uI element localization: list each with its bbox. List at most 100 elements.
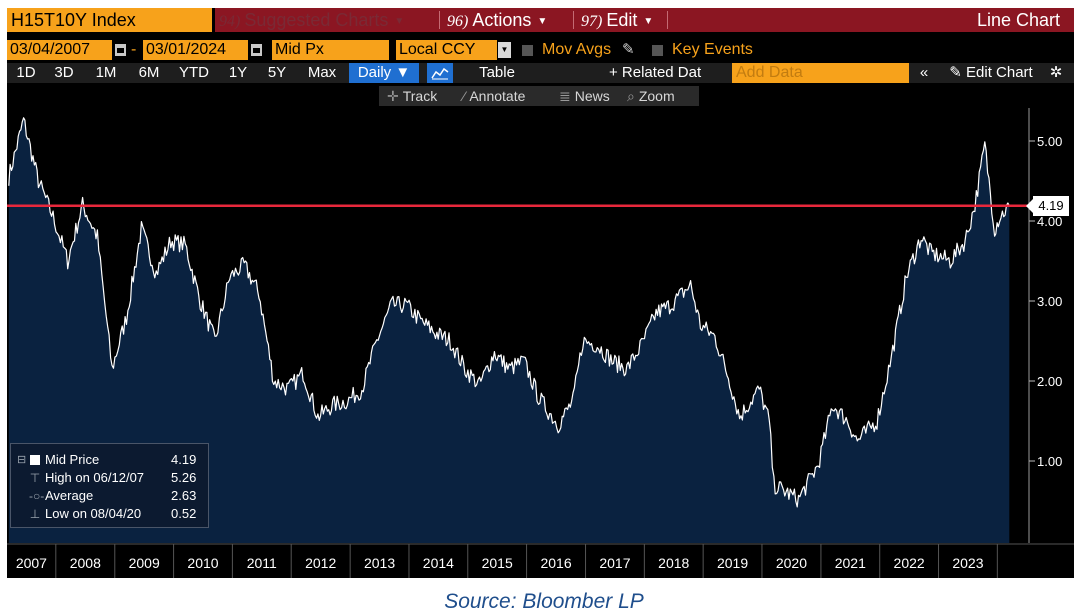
edit-menu[interactable]: 97) Edit ▼ — [581, 8, 653, 32]
menu-number: 97) — [581, 13, 603, 30]
legend-row-low: ⊥ Low on 08/04/20 0.52 — [11, 505, 210, 523]
currency-select[interactable]: Local CCY — [396, 40, 497, 60]
source-caption: Source: Bloomber LP — [444, 590, 644, 613]
mov-avgs-label: Mov Avgs — [542, 41, 612, 58]
legend-row-average: -○- Average 2.63 — [11, 487, 210, 505]
title-menu-bar: H15T10Y Index 94) Suggested Charts ▼ 96) Ac… — [7, 8, 1074, 32]
mov-avgs-checkbox[interactable] — [522, 45, 533, 56]
range-button-ytd[interactable]: YTD — [179, 64, 209, 81]
legend-row-high: ⊤ High on 06/12/07 5.26 — [11, 469, 210, 487]
x-tick-label: 2018 — [658, 555, 689, 571]
menu-number: 94) — [219, 13, 241, 30]
tool-label: News — [574, 88, 610, 104]
menu-label: Suggested Charts — [244, 10, 389, 30]
legend-value: 0.52 — [171, 506, 197, 521]
high-marker-icon: ⊤ — [29, 471, 41, 485]
range-button-1y[interactable]: 1Y — [228, 64, 248, 81]
key-events-checkbox[interactable] — [652, 45, 663, 56]
x-tick-label: 2007 — [16, 555, 47, 571]
ticker-field[interactable]: H15T10Y Index — [7, 8, 212, 32]
x-tick-label: 2008 — [70, 555, 101, 571]
collapse-icon[interactable]: « — [919, 64, 929, 81]
date-range-dash: - — [131, 41, 137, 58]
news-tool[interactable]: ≣ News — [559, 86, 610, 106]
frequency-dropdown[interactable]: Daily ▼ — [349, 63, 419, 83]
start-date-field[interactable]: 03/04/2007 — [7, 40, 112, 60]
y-axis: 1.00 2.00 3.00 4.00 5.00 — [1029, 134, 1062, 469]
pencil-icon: ✎ — [949, 64, 967, 81]
legend-value: 2.63 — [171, 488, 197, 503]
range-button-1m[interactable]: 1M — [95, 64, 117, 81]
y-tick-label: 2.00 — [1037, 374, 1062, 389]
last-price-tag: 4.19 — [1026, 196, 1069, 216]
settings-bar: 03/04/2007 - 03/01/2024 Mid Px Local CCY… — [7, 40, 1074, 60]
chart-tools-bar: ✛ Track ⁄ Annotate ≣ News ⌕ Zoom — [379, 86, 699, 106]
price-line — [8, 117, 1010, 508]
legend-label: Average — [45, 488, 94, 503]
price-field-select[interactable]: Mid Px — [272, 40, 389, 60]
yield-line-chart[interactable]: 1.00 2.00 3.00 4.00 5.00 2007 2008 2009 2010 201… — [7, 108, 1074, 578]
edit-chart-button[interactable]: ✎ Edit Chart — [941, 63, 1041, 83]
bloomberg-terminal-window: H15T10Y Index 94) Suggested Charts ▼ 96) Ac… — [7, 8, 1074, 578]
price-area-fill — [8, 117, 1010, 544]
divider — [439, 11, 440, 29]
crosshair-icon: ✛ — [387, 88, 399, 104]
legend-value: 5.26 — [171, 470, 197, 485]
legend-label: Low on 08/04/20 — [45, 506, 142, 521]
x-axis: 2007 2008 2009 2010 2011 2012 2013 2014 2015 2016… — [16, 544, 998, 578]
x-tick-label: 2019 — [717, 555, 748, 571]
edit-chart-label: Edit Chart — [966, 64, 1033, 81]
range-button-max[interactable]: Max — [307, 64, 337, 81]
y-tick-label: 3.00 — [1037, 294, 1062, 309]
range-button-6m[interactable]: 6M — [138, 64, 160, 81]
chart-legend: ⊟ Mid Price 4.19 ⊤ High on 06/12/07 5.26… — [10, 443, 209, 528]
track-tool[interactable]: ✛ Track — [387, 86, 437, 106]
pencil-line-icon: ⁄ — [463, 88, 466, 104]
average-marker-icon: -○- — [29, 489, 45, 503]
currency-dropdown-icon[interactable]: ▼ — [498, 42, 511, 58]
magnifier-icon: ⌕ — [627, 88, 635, 104]
calendar-icon[interactable] — [251, 44, 262, 56]
zoom-tool[interactable]: ⌕ Zoom — [627, 86, 675, 106]
menu-label: Edit — [606, 10, 638, 30]
series-swatch — [30, 455, 40, 465]
news-icon: ≣ — [559, 88, 571, 104]
table-button[interactable]: Table — [479, 64, 515, 81]
x-tick-label: 2012 — [305, 555, 336, 571]
x-tick-label: 2022 — [894, 555, 925, 571]
gear-icon[interactable]: ✲ — [1049, 64, 1063, 81]
low-marker-icon: ⊥ — [29, 507, 41, 521]
collapse-tree-icon[interactable]: ⊟ — [17, 454, 27, 466]
x-tick-label: 2013 — [364, 555, 395, 571]
x-tick-label: 2015 — [482, 555, 513, 571]
x-tick-label: 2023 — [952, 555, 983, 571]
add-data-input[interactable]: Add Data — [732, 63, 909, 83]
tool-label: Zoom — [638, 88, 675, 104]
annotate-tool[interactable]: ⁄ Annotate — [463, 86, 525, 106]
chevron-down-icon: ▼ — [643, 16, 654, 27]
x-tick-label: 2009 — [129, 555, 160, 571]
menu-number: 96) — [447, 13, 469, 30]
menu-bar — [215, 8, 1074, 32]
end-date-field[interactable]: 03/01/2024 — [143, 40, 248, 60]
x-tick-label: 2021 — [835, 555, 866, 571]
y-tick-label: 5.00 — [1037, 134, 1062, 149]
range-button-5y[interactable]: 5Y — [267, 64, 287, 81]
calendar-icon[interactable] — [115, 44, 126, 56]
x-tick-label: 2010 — [187, 555, 218, 571]
y-tick-label: 4.00 — [1037, 214, 1062, 229]
divider — [573, 11, 574, 29]
y-tick-label: 1.00 — [1037, 454, 1062, 469]
related-data-button[interactable]: + Related Dat — [609, 64, 702, 81]
legend-value: 4.19 — [171, 452, 197, 467]
line-chart-icon[interactable] — [427, 63, 453, 83]
suggested-charts-menu[interactable]: 94) Suggested Charts ▼ — [219, 8, 404, 32]
pencil-icon[interactable]: ✎ — [622, 41, 635, 58]
range-button-1d[interactable]: 1D — [16, 64, 36, 81]
tool-label: Track — [402, 88, 438, 104]
x-tick-label: 2014 — [423, 555, 454, 571]
x-tick-label: 2016 — [540, 555, 571, 571]
actions-menu[interactable]: 96) Actions ▼ — [447, 8, 547, 32]
chevron-down-icon: ▼ — [394, 16, 405, 27]
range-button-3d[interactable]: 3D — [54, 64, 74, 81]
